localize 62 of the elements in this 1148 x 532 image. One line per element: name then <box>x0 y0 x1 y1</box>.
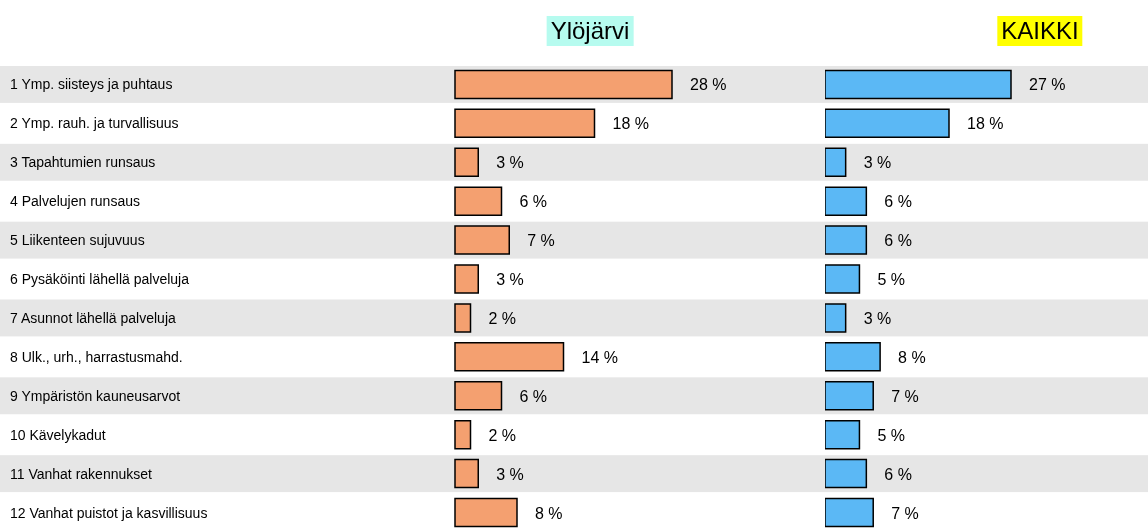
data-label: 3 % <box>496 465 524 483</box>
bar <box>825 108 950 139</box>
data-label: 5 % <box>877 426 906 444</box>
bar <box>454 108 596 139</box>
y-tick-label: 9 Ympäristön kauneusarvot <box>10 387 181 404</box>
chart-title: KAIKKI <box>997 16 1083 46</box>
data-label: 8 % <box>535 504 563 522</box>
bar <box>825 147 847 178</box>
y-tick-label: 5 Liikenteen sujuvuus <box>10 232 145 249</box>
y-tick-label: 8 Ulk., urh., harrastusmahd. <box>10 348 183 365</box>
y-tick-label: 10 Kävelykadut <box>10 426 106 443</box>
y-tick-label: 7 Asunnot lähellä palveluja <box>10 309 177 326</box>
bar <box>825 303 847 333</box>
bar <box>454 497 518 528</box>
data-label: 6 % <box>884 193 912 211</box>
bar <box>454 147 479 178</box>
data-label: 7 % <box>527 232 555 250</box>
bar <box>825 225 868 255</box>
data-label: 5 % <box>877 271 906 289</box>
data-label: 28 % <box>690 76 727 94</box>
data-label: 8 % <box>898 348 926 366</box>
data-label: 3 % <box>496 271 524 289</box>
data-label: 6 % <box>884 465 912 483</box>
data-label: 6 % <box>884 232 912 250</box>
data-label: 3 % <box>863 309 892 327</box>
data-label: 27 % <box>1029 76 1066 94</box>
bar <box>825 381 874 411</box>
y-tick-label: 1 Ymp. siisteys ja puhtaus <box>10 76 173 93</box>
data-label: 6 % <box>519 387 548 405</box>
y-tick-label: 12 Vanhat puistot ja kasvillisuus <box>10 504 208 521</box>
data-label: 3 % <box>496 154 524 172</box>
bar <box>825 264 861 294</box>
bar <box>825 342 881 372</box>
bar <box>454 419 472 450</box>
bar <box>454 186 503 216</box>
data-label: 18 % <box>967 115 1004 133</box>
bar <box>825 497 874 528</box>
y-tick-label: 4 Palvelujen runsaus <box>10 193 140 210</box>
y-tick-label: 3 Tapahtumien runsaus <box>10 154 156 171</box>
bar <box>825 458 868 489</box>
y-tick-label: 2 Ymp. rauh. ja turvallisuus <box>10 115 179 132</box>
bar <box>454 381 503 411</box>
bar <box>454 342 565 372</box>
bar <box>825 69 1012 100</box>
chart-title: Ylöjärvi <box>546 16 634 46</box>
data-label: 18 % <box>612 115 649 133</box>
bar <box>825 186 868 216</box>
data-label: 2 % <box>488 309 517 327</box>
bar <box>454 225 510 255</box>
data-label: 6 % <box>519 193 548 211</box>
data-label: 7 % <box>891 387 919 405</box>
data-label: 3 % <box>863 154 892 172</box>
data-label: 14 % <box>581 348 618 366</box>
y-tick-label: 6 Pysäköinti lähellä palveluja <box>10 271 190 288</box>
bar <box>454 264 479 294</box>
data-label: 7 % <box>891 504 919 522</box>
bar <box>825 419 861 450</box>
bar <box>454 69 673 100</box>
bar <box>454 458 479 489</box>
data-label: 2 % <box>488 426 517 444</box>
bar <box>454 303 472 333</box>
y-tick-label: 11 Vanhat rakennukset <box>10 465 153 482</box>
